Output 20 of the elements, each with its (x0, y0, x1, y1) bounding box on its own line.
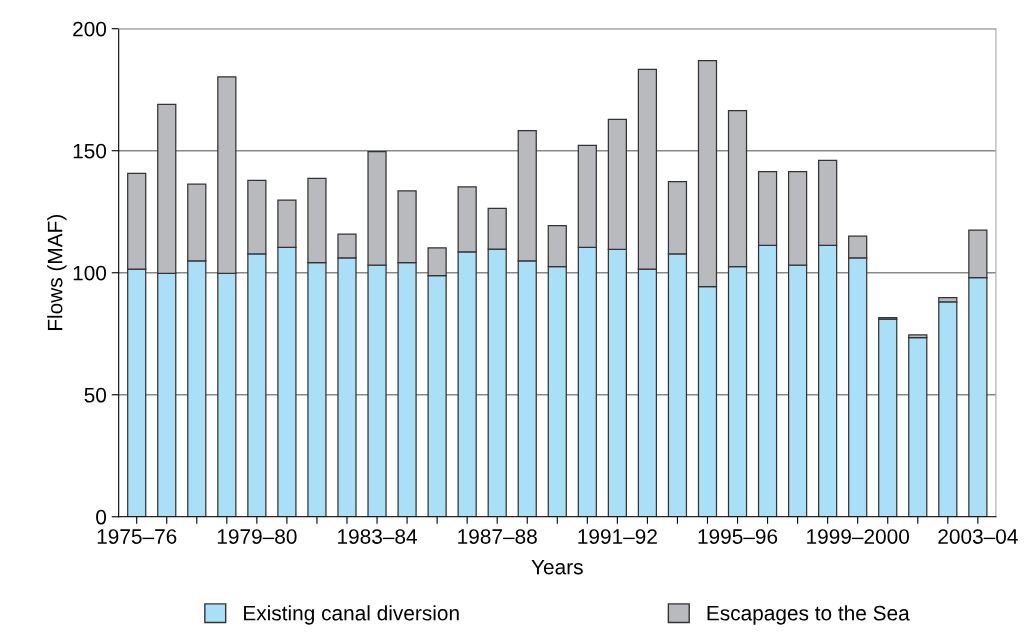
x-tick-label: 1975–76 (97, 529, 177, 544)
x-axis-title: Years (531, 559, 583, 575)
bar (938, 301, 958, 517)
x-tick-label: 1979–80 (217, 529, 297, 544)
legend-label: Existing canal diversion (244, 605, 459, 625)
y-tick-label: 50 (84, 387, 107, 403)
x-tick-label: 1987–88 (458, 529, 537, 544)
x-tick-label: 1983–84 (338, 529, 417, 544)
x-tick-label: 1991–92 (578, 529, 657, 544)
legend-label: Escapages to the Sea (707, 605, 910, 625)
y-tick-label: 0 (96, 509, 107, 525)
x-tick-label: 1999–2000 (807, 529, 910, 544)
y-tick-label: 150 (73, 143, 107, 159)
y-tick-label: 200 (73, 21, 107, 37)
y-tick-label: 100 (73, 265, 107, 281)
bar (878, 318, 898, 517)
y-axis-title: Flows (MAF) (47, 215, 67, 331)
bar (908, 337, 928, 517)
x-tick-label: 2003–04 (938, 529, 1018, 544)
x-tick-label: 1995–96 (698, 529, 778, 544)
